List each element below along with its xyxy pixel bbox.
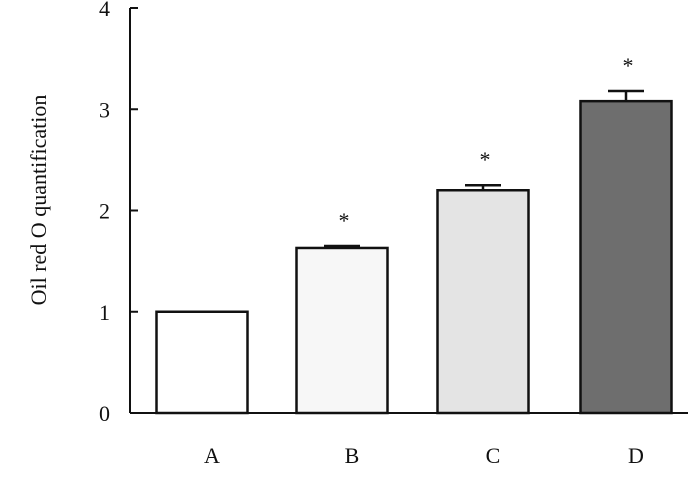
y-tick-label: 2 xyxy=(99,199,110,224)
y-axis-title: Oil red O quantification xyxy=(26,95,51,306)
bars-layer xyxy=(155,99,673,415)
significance-marker-B: * xyxy=(339,208,350,233)
y-ticks-layer: 0 1 2 3 4 xyxy=(99,0,138,426)
y-tick-label: 3 xyxy=(99,97,110,122)
bar-B xyxy=(295,246,389,415)
error-bars-layer xyxy=(324,89,644,248)
y-tick-label: 4 xyxy=(99,0,110,21)
significance-marker-C: * xyxy=(480,147,491,172)
significance-marker-D: * xyxy=(623,53,634,78)
x-category-label: B xyxy=(345,443,360,468)
x-category-label: D xyxy=(628,443,644,468)
x-category-label: A xyxy=(204,443,220,468)
x-category-labels: A B C D xyxy=(204,443,644,468)
bar-D xyxy=(579,99,673,415)
y-tick-label: 1 xyxy=(99,300,110,325)
x-category-label: C xyxy=(486,443,501,468)
significance-layer: * * * xyxy=(339,53,634,233)
y-tick-label: 0 xyxy=(99,401,110,426)
bar-A xyxy=(155,310,249,415)
bar-C xyxy=(436,189,530,415)
